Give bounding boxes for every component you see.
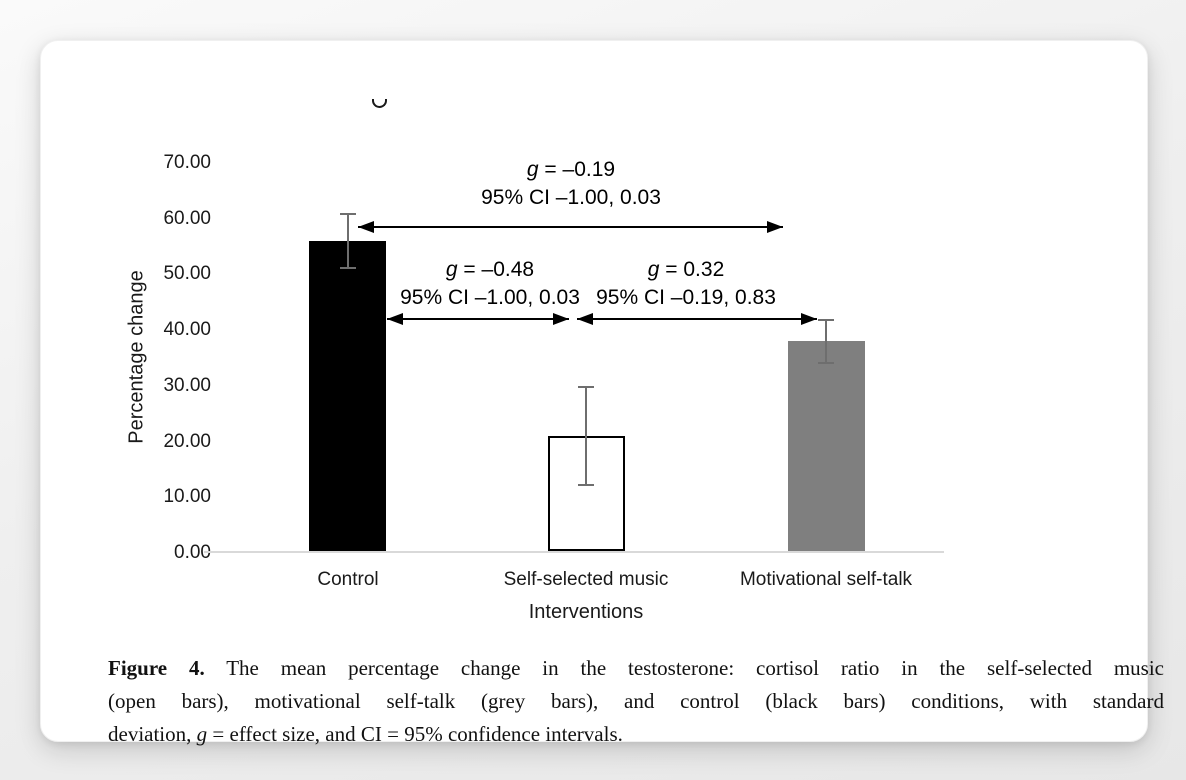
annotation-ci-line: 95% CI –1.00, 0.03 <box>400 286 580 309</box>
caption-figure-label: Figure 4. <box>108 656 205 680</box>
annotation-g-line: g = 0.32 <box>647 258 725 281</box>
y-tick-label: 0.00 <box>174 542 211 563</box>
y-tick-label: 70.00 <box>163 152 211 173</box>
error-bar-line <box>347 213 349 269</box>
error-bar-control <box>340 213 356 269</box>
effect-size-annotation-music-vs-selftalk: g = 0.32 95% CI –0.19, 0.83 <box>575 256 797 312</box>
category-label-control: Control <box>317 569 379 590</box>
effect-size-annotation-control-vs-selftalk: g = –0.19 95% CI –1.00, 0.03 <box>411 156 731 212</box>
y-tick-label: 20.00 <box>163 431 211 452</box>
arrowhead-left-icon <box>577 313 593 325</box>
annotation-g-line: g = –0.19 <box>526 158 616 181</box>
double-arrow-control-vs-selftalk <box>358 221 783 233</box>
bar-motivational-self-talk <box>788 341 865 551</box>
y-tick-label: 50.00 <box>163 263 211 284</box>
cropped-title-fragment <box>372 99 387 108</box>
annotation-ci-line: 95% CI –0.19, 0.83 <box>596 286 776 309</box>
annotation-ci-line: 95% CI –1.00, 0.03 <box>481 186 661 209</box>
annotation-g-line: g = –0.48 <box>445 258 535 281</box>
effect-size-annotation-control-vs-music: g = –0.48 95% CI –1.00, 0.03 <box>379 256 601 312</box>
y-tick-label: 10.00 <box>163 486 211 507</box>
error-bar-self-selected-music <box>578 385 594 487</box>
y-tick-label: 30.00 <box>163 375 211 396</box>
caption-line-3: deviation, g = effect size, and CI = 95%… <box>108 722 623 746</box>
bar-control <box>309 241 386 551</box>
arrowhead-right-icon <box>767 221 783 233</box>
x-axis-title: Interventions <box>528 601 644 623</box>
error-bar-cap <box>818 361 834 364</box>
category-label-motivational-self-talk: Motivational self-talk <box>739 569 913 590</box>
error-bar-line <box>825 319 827 364</box>
double-arrow-control-vs-music <box>387 313 569 325</box>
figure-caption: Figure 4. The mean percentage change in … <box>108 652 1164 751</box>
y-axis-title: Percentage change <box>125 270 148 444</box>
error-bar-line <box>585 385 587 487</box>
double-arrow-music-vs-selftalk <box>577 313 817 325</box>
arrowhead-right-icon <box>801 313 817 325</box>
error-bar-cap <box>578 484 594 487</box>
arrowhead-right-icon <box>553 313 569 325</box>
arrowhead-left-icon <box>358 221 374 233</box>
x-axis-line <box>204 551 944 553</box>
figure-card: Percentage change 70.00 60.00 50.00 40.0… <box>40 40 1164 746</box>
caption-line-1: Figure 4. The mean percentage change in … <box>108 656 1164 680</box>
y-tick-label: 60.00 <box>163 208 211 229</box>
caption-line-2: (open bars), motivational self-talk (gre… <box>108 689 1164 713</box>
error-bar-cap <box>340 266 356 269</box>
arrowhead-left-icon <box>387 313 403 325</box>
error-bar-motivational-self-talk <box>818 319 834 364</box>
category-label-self-selected-music: Self-selected music <box>503 569 669 590</box>
y-tick-label: 40.00 <box>163 319 211 340</box>
